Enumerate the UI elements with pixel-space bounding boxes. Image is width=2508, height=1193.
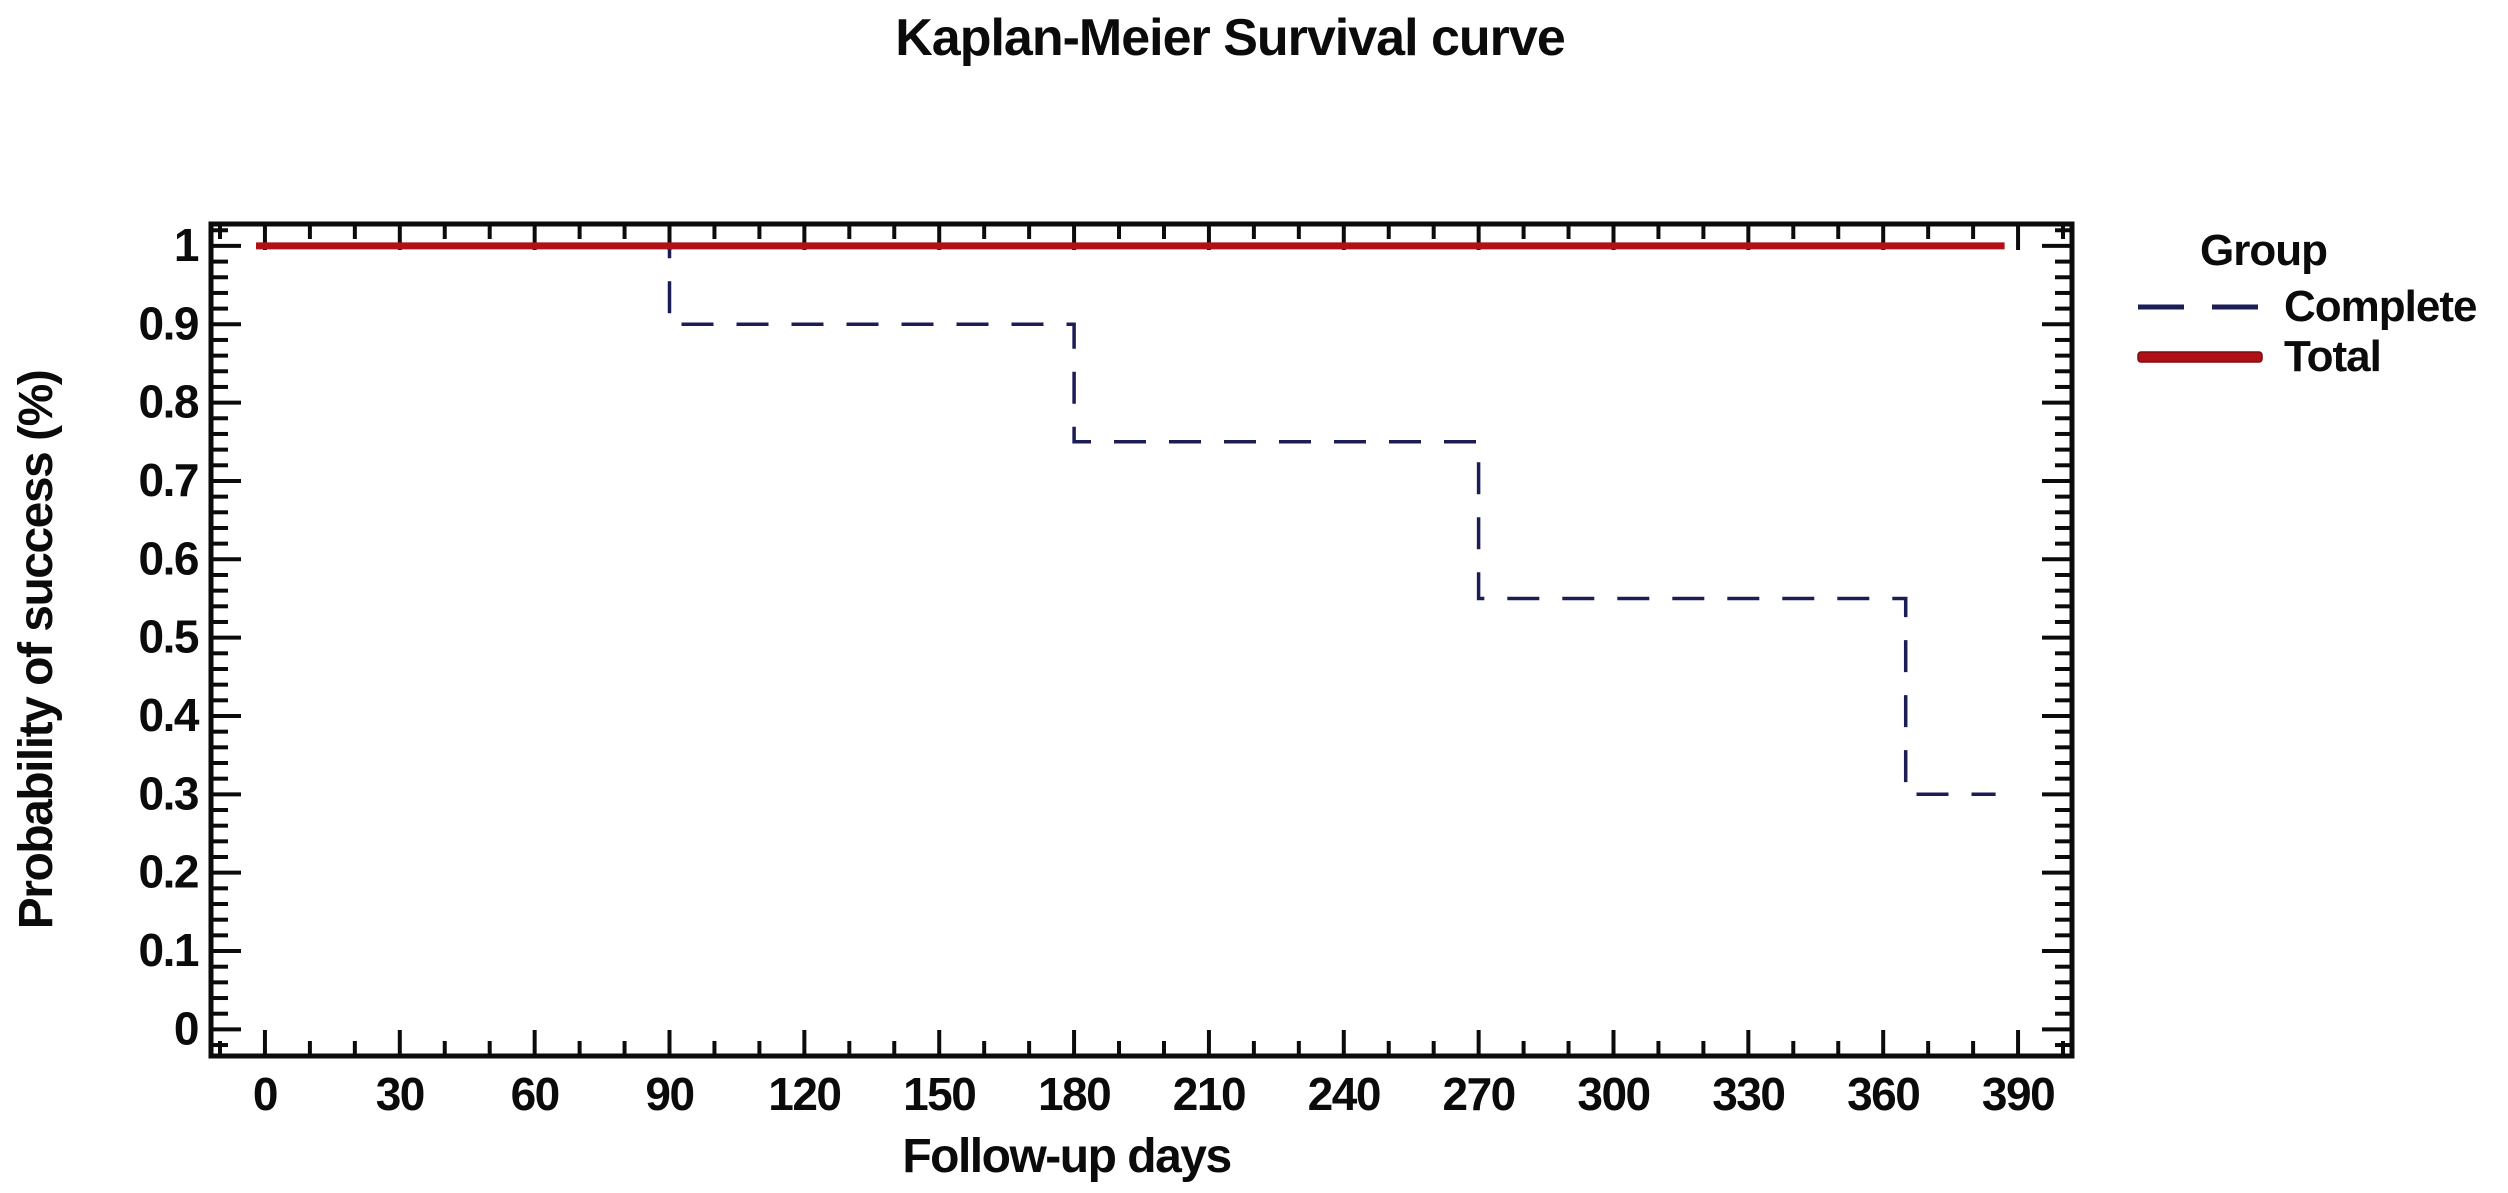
complete-line-sample-icon	[2138, 304, 2262, 310]
x-tick-label: 180	[1038, 1068, 1110, 1120]
x-axis-title: Follow-up days	[902, 1130, 1230, 1183]
x-tick-label: 210	[1173, 1068, 1245, 1120]
x-tick-label: 120	[768, 1068, 840, 1120]
y-axis-title: Probability of success (%)	[10, 371, 63, 930]
x-tick-label: 240	[1308, 1068, 1380, 1120]
y-tick-label: 0	[174, 1002, 198, 1054]
x-tick-label: 360	[1847, 1068, 1919, 1120]
x-tick-label: 90	[645, 1068, 693, 1120]
y-tick-label: 0.9	[139, 297, 198, 349]
x-tick-label: 270	[1443, 1068, 1515, 1120]
chart-title: Kaplan-Meier Survival curve	[895, 9, 1566, 67]
y-tick-label: 0.5	[139, 611, 199, 663]
legend: Group Complete Total	[2128, 226, 2506, 382]
x-tick-label: 150	[903, 1068, 975, 1120]
y-tick-label: 0.7	[139, 454, 198, 506]
x-tick-label: 60	[511, 1068, 559, 1120]
y-tick-label: 0.6	[139, 532, 198, 584]
x-tick-label: 390	[1982, 1068, 2054, 1120]
legend-label-total: Total	[2284, 332, 2382, 381]
y-tick-label: 0.4	[139, 689, 200, 741]
legend-row-complete: Complete	[2128, 282, 2506, 332]
y-tick-label: 1	[174, 219, 199, 271]
y-tick-label: 0.3	[139, 767, 198, 819]
x-tick-label: 300	[1577, 1068, 1649, 1120]
y-tick-label: 0.2	[139, 846, 198, 898]
series-complete-path	[264, 244, 1996, 797]
y-tick-label: 0.8	[139, 376, 199, 428]
x-tick-label: 30	[376, 1068, 424, 1120]
legend-title: Group	[2200, 226, 2328, 275]
legend-row-total: Total	[2128, 332, 2506, 382]
legend-label-complete: Complete	[2284, 282, 2477, 331]
total-line-sample-icon	[2137, 351, 2263, 363]
y-tick-label: 0.1	[139, 924, 199, 976]
plot-frame	[208, 221, 2075, 1059]
x-tick-label: 330	[1712, 1068, 1784, 1120]
x-tick-label: 0	[253, 1068, 277, 1120]
